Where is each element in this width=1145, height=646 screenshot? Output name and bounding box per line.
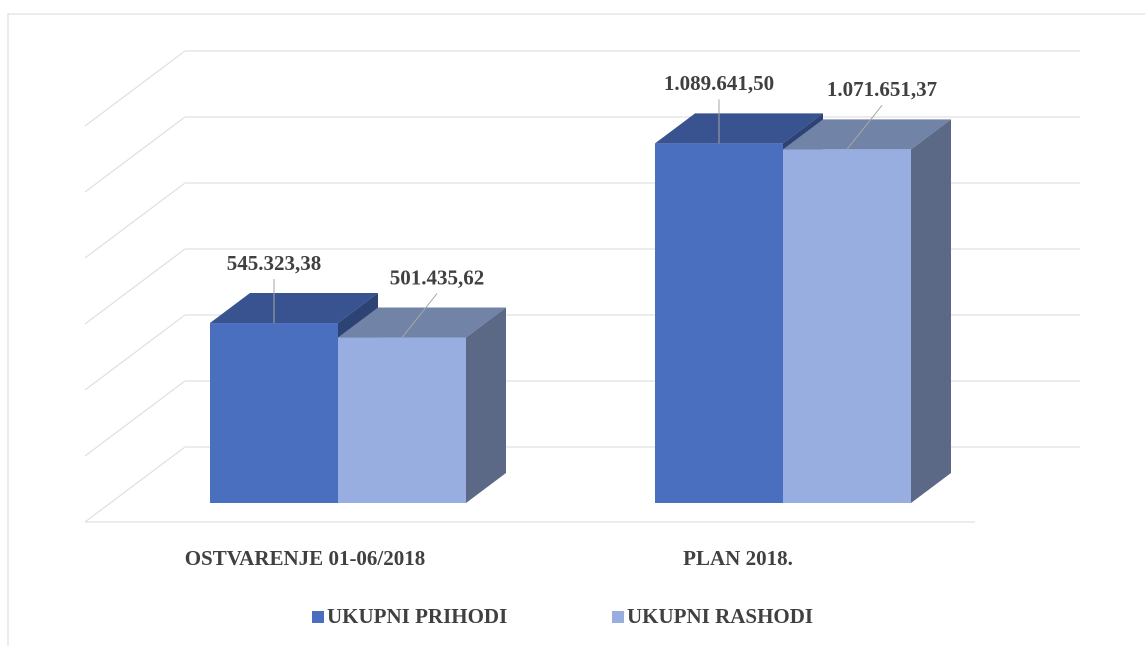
value-label: 1.071.651,37 [827,77,937,101]
bar-top [210,293,378,324]
chart-frame [7,13,1145,646]
grid-diagonal [84,182,186,259]
bar-top [783,119,951,150]
bar-top [338,307,506,338]
grid-diagonal [84,380,186,457]
legend-swatch [612,611,624,623]
bar [210,323,338,503]
x-tick-label: PLAN 2018. [683,546,793,570]
grid-diagonal [84,116,186,193]
grid-diagonal [84,50,186,127]
legend-swatch [312,611,324,623]
x-tick-label: OSTVARENJE 01-06/2018 [185,546,426,570]
value-label: 1.089.641,50 [664,71,774,95]
grid-diagonal [84,446,186,523]
bar [783,149,911,503]
bar-side [911,119,951,504]
value-label: 501.435,62 [390,265,485,289]
value-label: 545.323,38 [227,251,322,275]
grid-diagonal [84,314,186,391]
legend-label: UKUPNI RASHODI [627,604,813,628]
bar [655,143,783,503]
legend-label: UKUPNI PRIHODI [327,604,507,628]
leader-line [846,105,883,150]
bar [338,337,466,503]
bar-side [466,307,506,503]
bar-top [655,113,823,144]
grid-diagonal [84,248,186,325]
leader-line [401,293,438,338]
